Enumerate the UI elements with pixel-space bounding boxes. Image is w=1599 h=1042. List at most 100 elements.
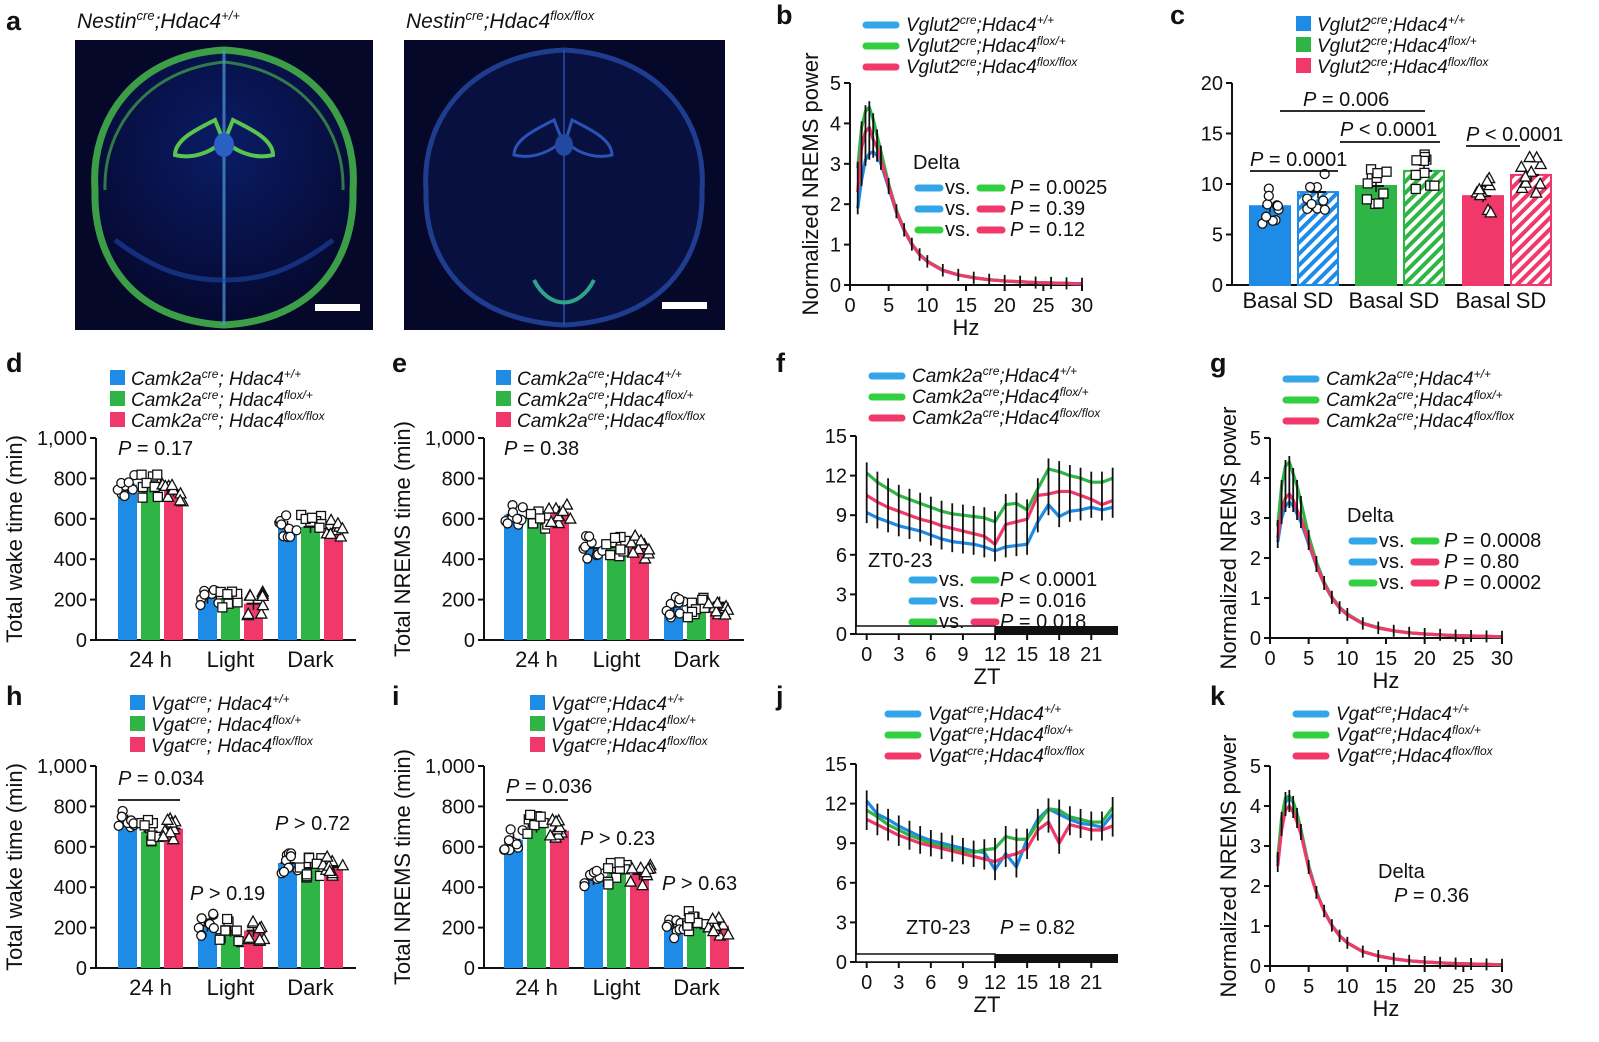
legend-entry-label: Vgatcre;Hdac4flox/flox	[928, 744, 1086, 767]
legend-entry-label: Vgatcre; Hdac4flox/+	[151, 713, 301, 736]
data-point	[285, 531, 296, 542]
data-point	[208, 922, 219, 934]
x-tick-label: 30	[1491, 648, 1513, 670]
stat-label: P < 0.0001	[1000, 569, 1097, 591]
x-tick-label: 24 h	[129, 975, 172, 1000]
data-point	[710, 595, 725, 608]
y-tick-label: 15	[1201, 124, 1223, 146]
data-point	[529, 819, 540, 831]
data-point	[233, 935, 244, 947]
stat-label: P = 0.0001	[1250, 149, 1347, 171]
x-tick-label: 5	[883, 295, 894, 317]
data-point	[156, 829, 170, 842]
legend-entry-label: Vglut2cre;Hdac4+/+	[906, 13, 1054, 36]
data-point	[544, 515, 558, 528]
data-point	[1304, 181, 1316, 193]
bar	[301, 868, 320, 968]
y-tick-label: 0	[1212, 275, 1223, 297]
y-tick-label: 2	[1250, 548, 1261, 570]
x-tick-label: 10	[1336, 976, 1358, 998]
y-tick-label: 400	[54, 877, 87, 899]
x-tick-label: 0	[1264, 648, 1275, 670]
data-point	[320, 849, 334, 862]
y-tick-label: 5	[1212, 225, 1223, 247]
data-point	[335, 521, 349, 534]
y-tick-label: 12	[825, 794, 847, 816]
bar	[630, 547, 649, 640]
legend-entry-label: Camk2acre; Hdac4flox/+	[131, 388, 313, 411]
y-tick-label: 9	[836, 505, 847, 527]
y-tick-label: 0	[1250, 956, 1261, 978]
x-tick-label: 21	[1080, 972, 1102, 994]
stat-label: P = 0.034	[118, 768, 204, 790]
legend-entry-swatch	[110, 370, 125, 385]
legend-entry-label: Vgatcre;Hdac4+/+	[1336, 702, 1469, 725]
data-point	[1534, 157, 1548, 170]
data-point	[1429, 180, 1440, 191]
data-point	[1381, 166, 1392, 177]
data-point	[543, 828, 557, 841]
stat-label: P < 0.0001	[1466, 124, 1563, 146]
y-tick-label: 2	[830, 194, 841, 216]
data-point	[1319, 204, 1330, 215]
annotation-title: ZT0-23	[906, 917, 970, 939]
data-point	[324, 513, 338, 526]
annotation-title: Delta	[1347, 505, 1395, 527]
y-tick-label: 0	[836, 624, 847, 646]
micrograph-knockout	[404, 40, 725, 330]
stat-label: P = 0.39	[1010, 198, 1085, 220]
legend-entry-label: Vglut2cre;Hdac4flox/flox	[1317, 55, 1489, 78]
data-point	[718, 607, 732, 620]
stat-label: P = 0.0025	[1010, 177, 1107, 199]
x-tick-label: Basal	[1348, 288, 1403, 313]
panel-label-j: j	[775, 681, 784, 711]
data-point	[609, 532, 621, 544]
panel-label-g: g	[1210, 348, 1227, 378]
x-tick-label: 0	[1264, 976, 1275, 998]
data-point	[1519, 175, 1533, 188]
legend-entry-label: Vgatcre;Hdac4+/+	[928, 702, 1061, 725]
legend-entry-label: Camk2acre; Hdac4flox/flox	[131, 409, 326, 432]
y-tick-label: 12	[825, 466, 847, 488]
x-tick-label: Light	[593, 975, 641, 1000]
y-tick-label: 0	[464, 958, 475, 980]
panel-label-e: e	[392, 348, 407, 378]
data-point	[166, 832, 180, 845]
bar	[164, 828, 183, 968]
stat-label: P = 0.38	[504, 438, 579, 460]
data-point	[615, 544, 626, 555]
data-point	[254, 606, 268, 619]
legend-entry-label: Camk2acre;Hdac4flox/flox	[912, 406, 1101, 429]
y-tick-label: 20	[1201, 73, 1223, 95]
data-point	[220, 925, 231, 936]
data-point	[160, 812, 175, 825]
x-tick-label: 15	[1375, 976, 1397, 998]
data-point	[255, 589, 270, 602]
bar	[504, 514, 523, 640]
vs-label: vs.	[939, 569, 965, 591]
data-point	[163, 825, 177, 838]
x-tick-label: 30	[1491, 976, 1513, 998]
x-tick-label: 9	[957, 972, 968, 994]
legend-entry-label: Camk2acre;Hdac4flox/+	[912, 385, 1089, 408]
data-point	[556, 504, 570, 517]
bar	[278, 862, 297, 968]
data-point	[196, 913, 207, 924]
y-tick-label: 1	[1250, 588, 1261, 610]
x-tick-label: SD	[1409, 288, 1440, 313]
series-line-blue	[865, 503, 1114, 553]
y-tick-label: 2	[1250, 876, 1261, 898]
x-tick-label: Dark	[673, 975, 720, 1000]
data-point	[161, 490, 175, 503]
legend-entry-swatch	[1296, 58, 1311, 73]
data-point	[165, 478, 179, 491]
data-point	[303, 852, 315, 864]
micrograph-control	[75, 40, 373, 330]
x-axis-label: Hz	[1373, 668, 1400, 693]
brain-section-knockout	[423, 47, 707, 328]
data-point	[684, 913, 695, 924]
data-point	[512, 513, 523, 525]
data-point	[628, 528, 642, 541]
data-point	[605, 549, 616, 561]
